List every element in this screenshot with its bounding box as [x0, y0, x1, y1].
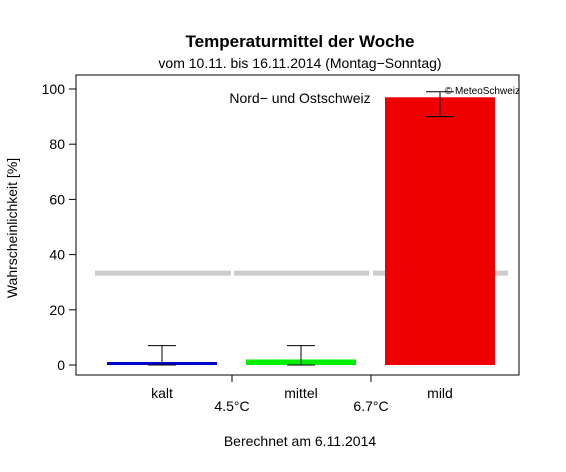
- threshold-label: 4.5°C: [214, 398, 249, 414]
- category-label: mild: [427, 385, 453, 401]
- y-tick-label: 60: [49, 191, 65, 207]
- y-tick-label: 40: [49, 247, 65, 263]
- y-tick-label: 80: [49, 136, 65, 152]
- y-axis-label: Wahrscheinlichkeit [%]: [4, 158, 20, 298]
- errors-layer: [148, 91, 454, 366]
- bar-mild: [385, 97, 495, 365]
- y-axis: 0 20 40 60 80 100: [42, 81, 76, 373]
- chart-subtitle: vom 10.11. bis 16.11.2014 (Montag−Sonnta…: [158, 55, 441, 71]
- footer-note: Berechnet am 6.11.2014: [224, 433, 377, 449]
- category-label: kalt: [151, 385, 173, 401]
- plot-frame: [75, 74, 520, 376]
- copyright-label: © MeteoSchweiz: [445, 86, 520, 97]
- region-label: Nord− und Ostschweiz: [229, 90, 370, 106]
- y-tick-label: 0: [57, 357, 65, 373]
- y-tick-label: 20: [49, 302, 65, 318]
- x-axis: kalt mittel mild 4.5°C 6.7°C: [151, 375, 453, 414]
- y-tick-label: 100: [42, 81, 66, 97]
- chart-title: Temperaturmittel der Woche: [186, 32, 415, 51]
- threshold-label: 6.7°C: [353, 398, 388, 414]
- category-label: mittel: [284, 385, 317, 401]
- bars-layer: [107, 97, 495, 365]
